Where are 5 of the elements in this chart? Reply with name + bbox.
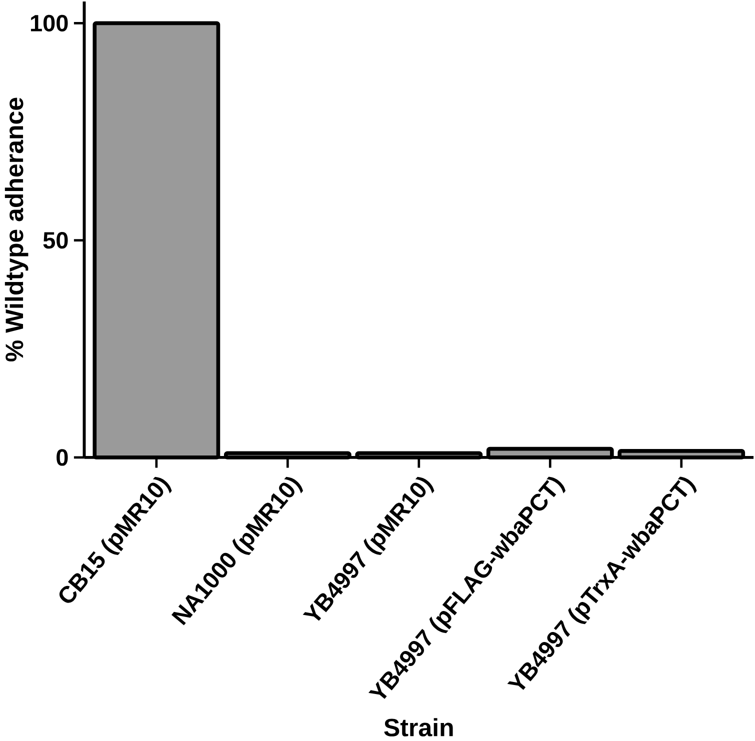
- y-axis-title: % Wildtype adherance: [4, 98, 28, 362]
- y-tick-label: 50: [43, 232, 68, 248]
- y-tick-label: 100: [30, 14, 68, 32]
- x-axis-title: Strain: [384, 718, 453, 736]
- y-tick-label: 0: [56, 448, 68, 466]
